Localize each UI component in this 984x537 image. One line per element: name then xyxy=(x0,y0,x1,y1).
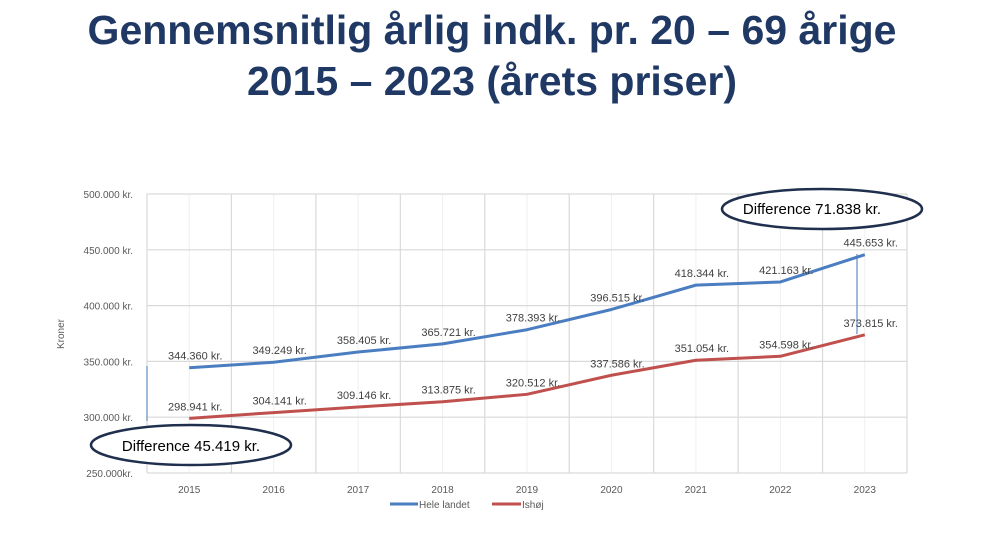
x-tick-label: 2017 xyxy=(347,485,370,496)
y-tick-label: 500.000 kr. xyxy=(84,190,133,201)
data-label: 365.721 kr. xyxy=(421,327,475,339)
data-label: 304.141 kr. xyxy=(252,396,306,408)
x-tick-label: 2022 xyxy=(769,485,792,496)
data-label: 373.815 kr. xyxy=(844,318,898,330)
data-label: 396.515 kr. xyxy=(590,292,644,304)
y-tick-label: 300.000 kr. xyxy=(84,413,133,424)
data-label: 344.360 kr. xyxy=(168,351,222,363)
y-tick-label: 350.000 kr. xyxy=(84,357,133,368)
difference-ellipse-2023 xyxy=(720,187,924,231)
chart-title-line-2: 2015 – 2023 (årets priser) xyxy=(246,58,738,104)
data-label: 378.393 kr. xyxy=(506,313,560,325)
data-label: 418.344 kr. xyxy=(675,268,729,280)
x-tick-label: 2019 xyxy=(516,485,539,496)
chart-title-line-1: Gennemsnitlig årlig indk. pr. 20 – 69 år… xyxy=(87,7,897,53)
y-tick-label: 250.000kr. xyxy=(86,469,133,480)
legend-label-hele-landet: Hele landet xyxy=(419,500,470,511)
difference-annotation-2015: Difference 45.419 kr. xyxy=(122,438,260,455)
data-label: 337.586 kr. xyxy=(590,358,644,370)
difference-ellipse-2015 xyxy=(89,423,293,467)
data-label: 320.512 kr. xyxy=(506,377,560,389)
y-tick-label: 400.000 kr. xyxy=(84,302,133,313)
data-label: 313.875 kr. xyxy=(421,385,475,397)
series-line-hele-landet xyxy=(189,253,866,370)
x-tick-label: 2016 xyxy=(263,485,286,496)
x-tick-label: 2020 xyxy=(600,485,623,496)
data-label: 298.941 kr. xyxy=(168,401,222,413)
x-tick-label: 2023 xyxy=(854,485,877,496)
y-tick-label: 450.000 kr. xyxy=(84,246,133,257)
data-label: 358.405 kr. xyxy=(337,335,391,347)
data-label: 349.249 kr. xyxy=(252,345,306,357)
data-label: 354.598 kr. xyxy=(759,339,813,351)
difference-annotation-2023: Difference 71.838 kr. xyxy=(743,201,881,218)
series-line-ishoj xyxy=(189,333,866,420)
data-label: 351.054 kr. xyxy=(675,343,729,355)
x-tick-label: 2018 xyxy=(431,485,454,496)
x-tick-label: 2021 xyxy=(685,485,708,496)
y-axis-label: Kroner xyxy=(56,318,67,349)
legend-label-ishoj: Ishøj xyxy=(522,500,544,511)
x-tick-label: 2015 xyxy=(178,485,201,496)
data-label: 309.146 kr. xyxy=(337,390,391,402)
data-label: 445.653 kr. xyxy=(844,238,898,250)
data-label: 421.163 kr. xyxy=(759,265,813,277)
